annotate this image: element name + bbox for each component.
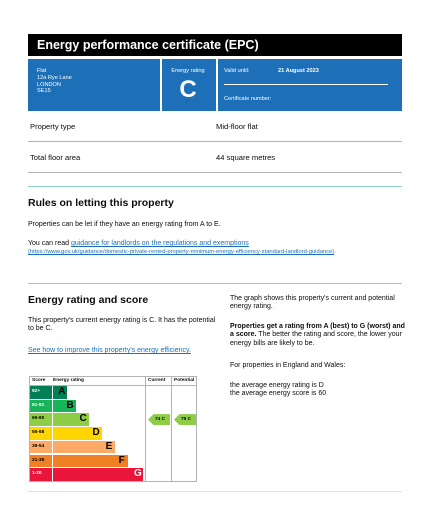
band-score-range: 92+: [30, 386, 52, 399]
rating-band-b: 81-91 B: [30, 399, 145, 413]
landlord-guidance-url[interactable]: (https://www.gov.uk/guidance/domestic-pr…: [28, 249, 335, 256]
average-score-text: the average energy score is 60: [230, 390, 327, 397]
address-line: 12a Rye Lane: [37, 74, 72, 81]
band-score-range: 39-54: [30, 440, 52, 454]
band-bar: [53, 468, 143, 481]
address-line: LONDON: [37, 81, 61, 88]
potential-rating-arrow: 75 C: [174, 414, 196, 426]
band-score-range: 1-20: [30, 468, 52, 481]
energy-rating-chart: Score Energy rating Current Potential 92…: [29, 376, 197, 482]
current-rating-text: This property's current energy rating is…: [28, 317, 216, 333]
rating-band-f: 21-38 F: [30, 454, 145, 467]
score-column-header: Score: [32, 378, 46, 383]
floor-area-label: Total floor area: [30, 153, 81, 162]
valid-until-label: Valid until:: [224, 68, 250, 74]
band-score-range: 55-68: [30, 427, 52, 440]
guidance-suffix: .: [334, 249, 336, 256]
rating-band-e: 39-54 E: [30, 440, 145, 454]
improve-efficiency-link[interactable]: See how to improve this property's energ…: [28, 347, 191, 354]
certificate-number-label: Certificate number:: [224, 96, 272, 102]
band-bar: [53, 454, 128, 467]
section-divider: [28, 283, 402, 284]
band-bar: [53, 413, 89, 426]
divider: [216, 59, 218, 111]
energy-rating-label: Energy rating: [171, 68, 205, 74]
certificate-summary: Flat 12a Rye Lane LONDON SE15 Energy rat…: [28, 59, 402, 111]
chart-header-rule: [30, 385, 196, 386]
chart-column-divider: [145, 377, 146, 481]
address-line: Flat: [37, 68, 47, 74]
rating-band-a: 92+ A: [30, 386, 145, 399]
letting-rule-text: Properties can be let if they have an en…: [28, 221, 221, 228]
band-letter: D: [92, 427, 100, 439]
energy-rating-letter: C: [179, 76, 197, 103]
divider: [28, 491, 402, 492]
band-bar: [53, 386, 68, 399]
rating-band-d: 55-68 D: [30, 427, 145, 440]
potential-column-header: Potential: [174, 378, 195, 383]
landlord-guidance-link[interactable]: guidance for landlords on the regulation…: [70, 240, 249, 247]
band-letter: B: [66, 399, 74, 411]
band-score-range: 69-80: [30, 413, 52, 426]
divider: [160, 59, 162, 111]
property-address: Flat 12a Rye Lane LONDON SE15: [37, 68, 72, 95]
letting-guidance: You can read guidance for landlords on t…: [28, 240, 388, 257]
rating-column-header: Energy rating: [53, 378, 84, 383]
rating-explanation-bold: Properties get a rating from A (best) to…: [230, 323, 405, 339]
property-type-label: Property type: [30, 122, 76, 131]
improve-efficiency-text: See how to improve this property's energ…: [28, 347, 203, 355]
letting-heading: Rules on letting this property: [28, 197, 174, 209]
graph-explanation: The graph shows this property's current …: [230, 295, 395, 311]
band-score-range: 21-38: [30, 454, 52, 467]
band-letter: A: [58, 386, 66, 397]
floor-area-value: 44 square metres: [216, 153, 276, 162]
property-type-value: Mid-floor flat: [216, 122, 258, 131]
band-letter: G: [134, 468, 142, 480]
divider: [28, 141, 402, 142]
band-bar: [53, 440, 115, 454]
regions-text: For properties in England and Wales:: [230, 362, 346, 369]
band-letter: F: [118, 454, 125, 466]
band-bar: [53, 399, 76, 413]
current-rating-arrow: 74 C: [148, 414, 170, 426]
divider: [28, 172, 402, 173]
band-letter: C: [79, 413, 87, 425]
address-line: SE15: [37, 88, 51, 95]
section-divider: [28, 186, 402, 187]
page-title: Energy performance certificate (EPC): [28, 34, 402, 56]
chart-column-divider: [171, 377, 172, 481]
rating-band-c: 69-80 C: [30, 413, 145, 426]
band-score-range: 81-91: [30, 399, 52, 413]
energy-heading: Energy rating and score: [28, 294, 149, 306]
band-letter: E: [105, 440, 113, 452]
rating-band-g: 1-20 G: [30, 468, 145, 481]
current-column-header: Current: [148, 378, 166, 383]
average-rating-text: the average energy rating is D: [230, 382, 324, 389]
guidance-prefix: You can read: [28, 240, 71, 247]
band-bar: [53, 427, 102, 440]
valid-until-value: 21 August 2023: [278, 68, 319, 74]
rating-explanation: Properties get a rating from A (best) to…: [230, 323, 406, 348]
divider: [224, 84, 388, 85]
rating-explanation-rest: The better the rating and score, the low…: [230, 331, 402, 347]
